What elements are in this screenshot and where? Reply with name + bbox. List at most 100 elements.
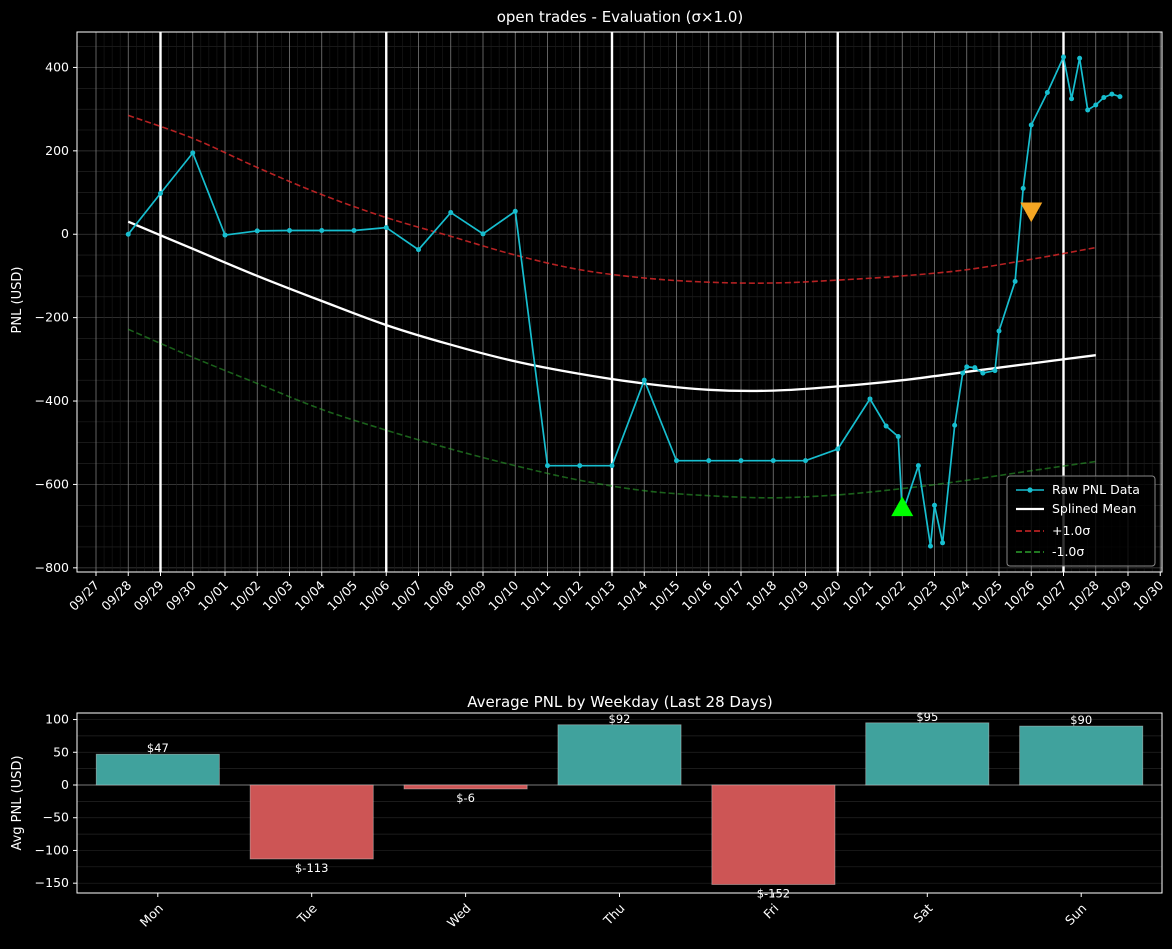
raw-pnl-point [448, 210, 454, 216]
raw-pnl-point [1069, 96, 1075, 102]
raw-pnl-point [915, 463, 921, 469]
raw-pnl-point [1093, 102, 1099, 108]
weekday-bar [865, 722, 990, 786]
raw-pnl-point [867, 396, 873, 402]
raw-pnl-point [222, 232, 228, 238]
weekday-bars [95, 722, 1144, 885]
bottom-chart-frame [76, 712, 1163, 894]
raw-pnl-point [190, 150, 196, 156]
legend-lower-label: -1.0σ [1052, 544, 1084, 559]
y-tick-label: 0 [61, 226, 69, 241]
weekday-bar [403, 784, 528, 790]
raw-pnl-point [980, 370, 986, 376]
raw-pnl-point [1061, 54, 1066, 60]
top-chart-frame [76, 31, 1163, 573]
raw-pnl-point [1044, 89, 1050, 95]
raw-pnl-line [127, 54, 1121, 547]
raw-pnl-point [351, 227, 357, 233]
raw-pnl-point [1085, 107, 1091, 113]
raw-pnl-point [883, 423, 889, 429]
buy-marker-icon [891, 496, 914, 517]
raw-pnl-point [960, 370, 966, 376]
raw-pnl-point [803, 458, 808, 464]
raw-pnl-point [932, 502, 937, 508]
bar-value-label: $95 [916, 710, 938, 724]
y-tick-label: 0 [61, 777, 69, 792]
top-chart-ylabel: PNL (USD) [10, 267, 25, 334]
raw-pnl-point [609, 463, 615, 469]
weekday-bar [711, 784, 836, 885]
trade-markers [891, 202, 1043, 517]
raw-pnl-point [972, 365, 978, 371]
weekday-bar [249, 784, 374, 860]
y-tick-label: −400 [35, 393, 69, 408]
legend-spline-label: Splined Mean [1052, 501, 1136, 516]
bottom-chart-y-ticks: 100 50 0 −50 −100 −150 [35, 712, 77, 890]
raw-pnl-point [927, 543, 933, 549]
y-tick-label: 50 [53, 744, 69, 759]
raw-pnl-point [992, 368, 998, 374]
raw-pnl-point [287, 227, 292, 233]
raw-pnl-point [416, 247, 421, 253]
y-tick-label: −200 [35, 310, 69, 325]
y-tick-label: −600 [35, 476, 69, 491]
raw-pnl-point [738, 458, 744, 464]
raw-pnl-point [964, 364, 970, 370]
raw-pnl-point [1020, 185, 1026, 191]
raw-pnl-point [706, 458, 712, 464]
y-tick-label: −100 [35, 842, 69, 857]
raw-pnl-point [835, 446, 841, 452]
splined-mean-line [127, 220, 1096, 393]
raw-pnl-series [125, 54, 1123, 549]
raw-pnl-point [577, 463, 583, 469]
raw-pnl-point [895, 433, 901, 439]
bar-value-label: $92 [609, 712, 631, 726]
sell-marker-icon [1020, 202, 1043, 223]
bottom-chart-ylabel: Avg PNL (USD) [10, 755, 25, 850]
top-chart-y-ticks: 400 200 0 −200 −400 −600 −800 [35, 59, 77, 575]
plus-sigma-line [127, 114, 1096, 284]
raw-pnl-point [512, 208, 518, 214]
raw-pnl-point [674, 458, 679, 464]
y-tick-label: 100 [45, 712, 69, 727]
raw-pnl-point [1028, 122, 1034, 128]
raw-pnl-point [1101, 94, 1107, 100]
minus-sigma-line [127, 328, 1096, 499]
raw-pnl-point [952, 422, 958, 428]
top-chart-title: open trades - Evaluation (σ×1.0) [497, 8, 744, 26]
raw-pnl-point [1109, 91, 1115, 97]
bar-value-label: $90 [1070, 713, 1092, 727]
y-tick-label: 400 [45, 59, 69, 74]
weekday-bar [1019, 725, 1144, 786]
legend-box [1006, 475, 1156, 567]
splined-mean-series [127, 220, 1096, 393]
raw-pnl-point [158, 190, 163, 196]
bottom-chart-title: Average PNL by Weekday (Last 28 Days) [467, 693, 772, 711]
raw-pnl-point [641, 377, 647, 383]
raw-pnl-point [254, 228, 260, 234]
sigma-bands [127, 114, 1096, 499]
raw-pnl-point [480, 231, 486, 237]
y-tick-label: 200 [45, 143, 69, 158]
raw-pnl-point [996, 328, 1002, 334]
raw-pnl-point [1012, 278, 1018, 284]
bar-value-label: $47 [147, 741, 169, 755]
raw-pnl-point [1077, 55, 1083, 61]
raw-pnl-point [125, 231, 131, 237]
y-tick-label: −50 [43, 810, 69, 825]
raw-pnl-point [545, 463, 550, 469]
legend-upper-label: +1.0σ [1052, 523, 1090, 538]
raw-pnl-point [319, 227, 325, 233]
bar-value-label: $-6 [456, 791, 475, 805]
raw-pnl-point [1117, 94, 1123, 100]
weekday-bar-chart: Average PNL by Weekday (Last 28 Days) Av… [10, 693, 1163, 930]
top-chart-legend: Raw PNL Data Splined Mean +1.0σ -1.0σ [1006, 475, 1156, 567]
y-tick-label: −150 [35, 875, 69, 890]
weekday-bar [557, 724, 682, 786]
legend-raw-dot [1027, 487, 1033, 493]
raw-pnl-point [940, 540, 946, 546]
weekday-bar [95, 753, 220, 786]
bar-value-label: $-113 [295, 861, 328, 875]
